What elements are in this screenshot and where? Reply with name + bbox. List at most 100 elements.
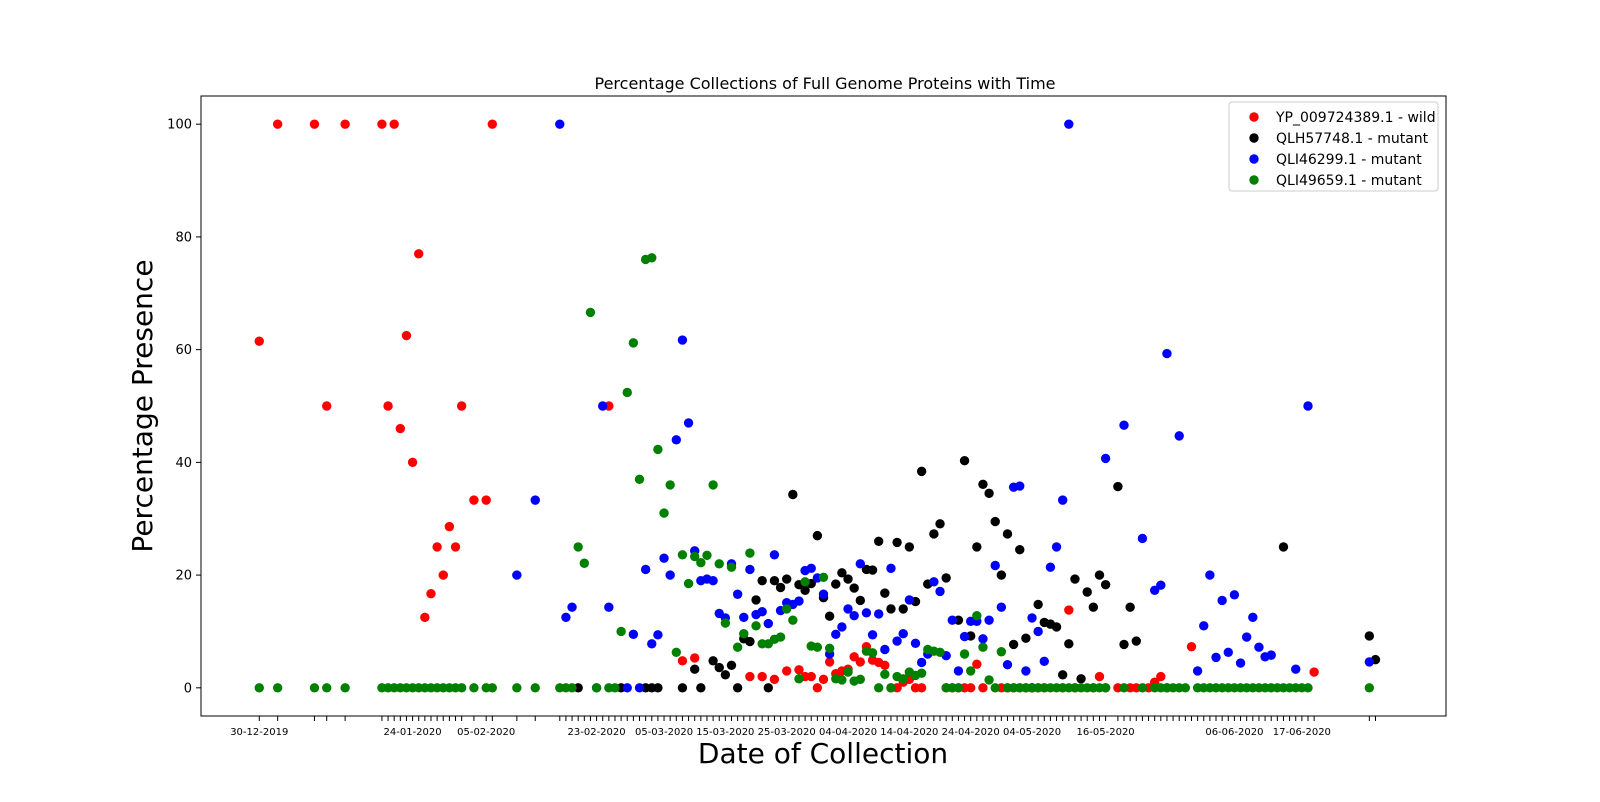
data-point [788,615,798,625]
data-point [843,604,853,614]
data-point [322,401,332,411]
data-point [1033,626,1043,637]
data-point [984,675,994,685]
data-point [892,636,902,646]
data-point [1291,664,1301,674]
data-point [1174,431,1184,441]
data-point [751,621,761,631]
plot-frame [200,95,1447,717]
data-point [487,119,498,129]
data-point [1094,570,1105,580]
data-point [647,639,657,649]
data-point [389,119,399,129]
data-point [867,648,878,658]
data-point [1303,683,1313,693]
data-point [1248,612,1258,623]
data-point [272,119,283,129]
x-tick-label: 04-05-2020 [1003,727,1061,738]
data-point [420,612,430,623]
data-point [953,683,964,693]
data-point [604,602,614,612]
data-point [892,537,902,548]
data-point [794,674,804,684]
data-point [444,521,455,532]
legend-marker [1249,154,1259,164]
data-point [972,659,982,669]
data-point [1002,529,1013,539]
data-point [1119,639,1129,650]
data-point [567,683,577,693]
data-point [640,564,651,575]
data-point [849,610,859,621]
data-point [898,674,908,684]
data-point [530,495,540,505]
data-point [561,612,571,623]
data-point [690,653,700,663]
series-2 [512,119,1375,693]
data-point [653,683,663,693]
x-tick-label: 14-04-2020 [880,727,938,738]
data-point [683,418,694,428]
data-point [732,589,743,599]
data-point [1364,683,1375,693]
data-point [690,551,700,562]
data-point [401,330,412,341]
data-point [929,529,939,539]
data-point [414,249,424,259]
data-point [947,615,957,625]
data-point [726,562,737,572]
x-tick-label: 30-12-2019 [230,727,288,738]
data-point [916,466,927,477]
data-point [757,607,767,617]
data-point [665,480,675,490]
x-tick-label: 15-03-2020 [696,727,754,738]
data-point [978,479,988,490]
data-point [886,604,896,614]
y-tick-label: 60 [175,343,192,358]
x-tick-label: 04-04-2020 [819,727,877,738]
data-point [628,629,639,639]
data-point [573,542,583,552]
data-point [702,550,712,561]
data-point [1051,542,1062,552]
data-point [959,649,970,659]
legend-box [1228,101,1439,192]
data-point [1082,587,1092,597]
data-point [677,550,688,560]
data-point [763,618,774,629]
data-point [585,307,596,318]
data-point [867,565,878,575]
data-point [837,675,847,685]
y-tick-label: 20 [175,569,192,584]
data-point [880,660,890,670]
data-point [837,568,847,578]
data-point [659,553,669,563]
data-point [855,657,865,667]
data-point [438,570,448,580]
data-point [555,119,565,129]
data-point [1309,667,1319,677]
data-point [757,576,767,586]
data-point [1051,622,1062,632]
data-point [671,647,682,658]
data-point [916,657,927,668]
data-point [916,683,927,693]
data-point [984,488,994,499]
data-point [941,573,951,583]
data-point [677,335,688,345]
data-point [812,642,823,652]
data-point [745,564,755,575]
data-point [1070,574,1080,584]
data-point [794,665,804,675]
data-point [824,643,835,654]
data-point [843,574,853,584]
data-point [1076,674,1086,684]
data-point [726,660,737,670]
data-point [775,582,786,593]
data-point [972,610,982,621]
data-point [732,642,743,652]
data-point [984,615,994,625]
x-axis-label: Date of Collection [698,737,948,770]
data-point [769,674,780,685]
